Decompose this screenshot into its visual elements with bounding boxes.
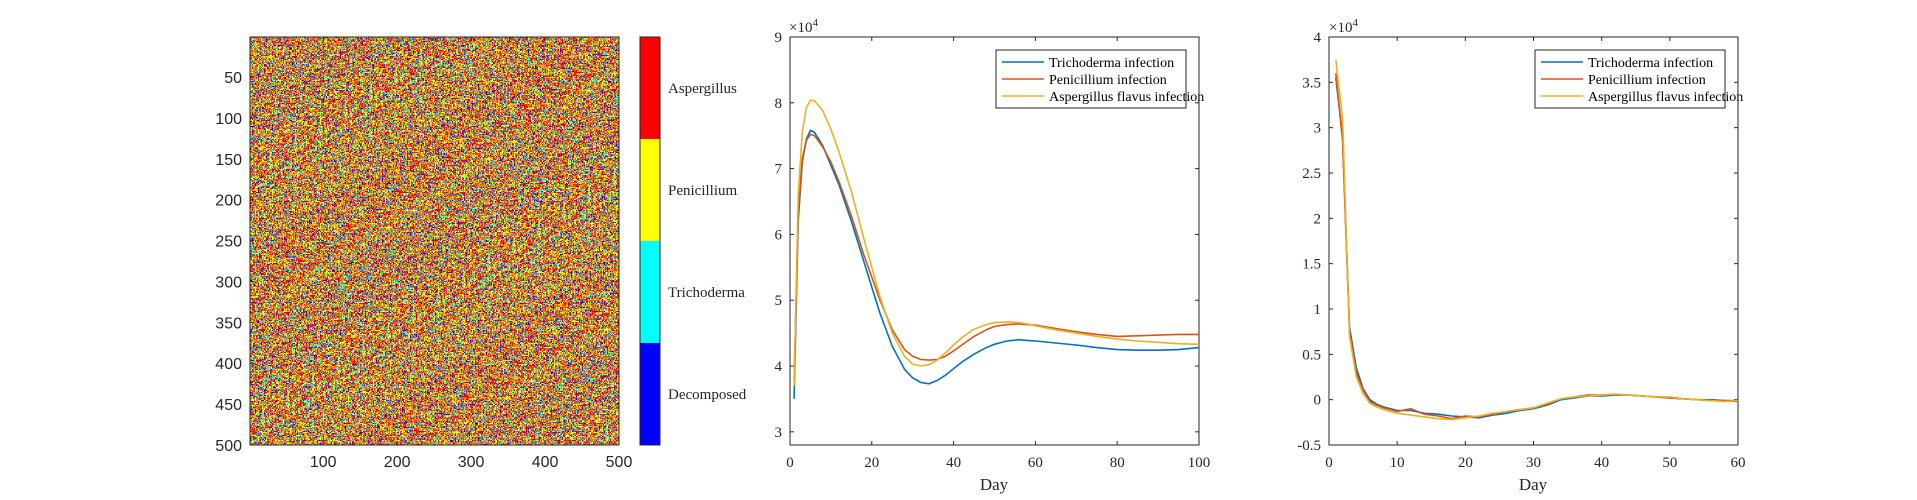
p1-xtick-label: 100 [1188,455,1211,471]
p2-ytick-label: 4 [1314,30,1322,46]
heatmap-ytick-label: 150 [215,152,242,169]
p2-xtick-label: 40 [1594,455,1609,471]
p2-legend-label: Aspergillus flavus infection [1588,90,1743,105]
p1-xtick-label: 20 [864,455,879,471]
colorbar-segment [640,139,660,241]
p1-ytick-label: 8 [775,96,783,112]
plot2-ticks: 0 10 20 30 40 50 60-0.500.511.522.533.54 [1297,30,1745,471]
p2-ytick-label: -0.5 [1297,438,1321,454]
colorbar-label: Decomposed [668,387,747,403]
p2-series-line-2 [1335,59,1739,421]
p2-ytick-label: 3.5 [1302,75,1321,91]
p1-ytick-label: 4 [775,359,783,375]
heatmap-xtick-label: 500 [606,454,633,471]
p2-xtick-label: 0 [1325,455,1333,471]
heatmap-xtick-label: 100 [310,454,337,471]
heatmap-ticks: 100 200 300 400 500 50 100 150 200 250 300 350 400 45… [215,37,632,471]
colorbar-frame [639,36,661,446]
p2-xtick-label: 30 [1526,455,1541,471]
plot2-exponent: ×104 [1329,17,1358,36]
p1-ytick-label: 6 [775,227,783,243]
p1-ytick-label: 3 [775,425,783,441]
heatmap-panel: 100 200 300 400 500 50 100 150 200 250 300 350 400 45… [215,36,747,471]
p2-xtick-label: 60 [1731,455,1746,471]
p2-ytick-label: 1.5 [1302,257,1321,273]
plot2-xlabel: Day [1519,475,1548,494]
plot1-ticks: 0 20 40 60 80 100 3 4 5 6 7 8 9 [775,30,1211,471]
plot1-xlabel: Day [980,475,1009,494]
heatmap-ytick-label: 250 [215,234,242,251]
p2-xtick-label: 10 [1390,455,1405,471]
p1-legend-label: Trichoderma infection [1049,56,1174,71]
p2-ytick-label: 0 [1314,393,1322,409]
p1-xtick-label: 40 [946,455,961,471]
heatmap-ytick-label: 100 [215,111,242,128]
p1-series-line-2 [793,99,1200,386]
heatmap-image [250,37,619,445]
p2-legend-label: Trichoderma infection [1588,56,1713,71]
plot1-legend: Trichoderma infection Penicillium infecti… [995,49,1204,109]
colorbar-label: Trichoderma [668,285,745,301]
p2-ytick-label: 2.5 [1302,166,1321,182]
p2-xtick-label: 20 [1458,455,1473,471]
p2-ytick-label: 3 [1314,121,1322,137]
heatmap-xtick-label: 400 [532,454,559,471]
heatmap-ytick-label: 400 [215,356,242,373]
heatmap-xtick-label: 200 [384,454,411,471]
heatmap-ytick-label: 300 [215,274,242,291]
p2-ytick-label: 0.5 [1302,347,1321,363]
heatmap-ytick-label: 200 [215,193,242,210]
p2-legend-label: Penicillium infection [1588,73,1706,88]
plot2-lines [1335,59,1739,421]
p2-ytick-label: 1 [1314,302,1322,318]
plot2-legend: Trichoderma infection Penicillium infecti… [1534,49,1743,109]
p2-xtick-label: 50 [1662,455,1677,471]
heatmap-xtick-label: 300 [458,454,485,471]
heatmap-ytick-label: 450 [215,397,242,414]
p1-legend-label: Aspergillus flavus infection [1049,90,1204,105]
colorbar-segment [640,343,660,445]
p1-xtick-label: 80 [1110,455,1125,471]
plot1-lines [793,99,1200,399]
heatmap-ytick-label: 50 [224,70,242,87]
colorbar-segment [640,37,660,139]
plot1-exponent: ×104 [789,17,818,36]
p1-legend-label: Penicillium infection [1049,73,1167,88]
colorbar-segment [640,241,660,343]
heatmap-ytick-label: 500 [215,438,242,455]
colorbar: Decomposed Trichoderma Penicillium Aspergil… [639,36,747,446]
p1-xtick-label: 0 [786,455,794,471]
heatmap-ytick-label: 350 [215,315,242,332]
colorbar-label: Penicillium [668,183,737,199]
line-chart-2: 0 10 20 30 40 50 60-0.500.511.522.533.54 ×104 … [1297,17,1745,494]
p2-ytick-label: 2 [1314,211,1322,227]
p1-ytick-label: 9 [775,30,783,46]
colorbar-label: Aspergillus [668,81,737,97]
p1-ytick-label: 7 [775,162,783,178]
p1-xtick-label: 60 [1028,455,1043,471]
p1-ytick-label: 5 [775,293,783,309]
line-chart-1: 0 20 40 60 80 100 3 4 5 6 7 8 9 ×104 Day Trichoderma… [775,17,1211,494]
